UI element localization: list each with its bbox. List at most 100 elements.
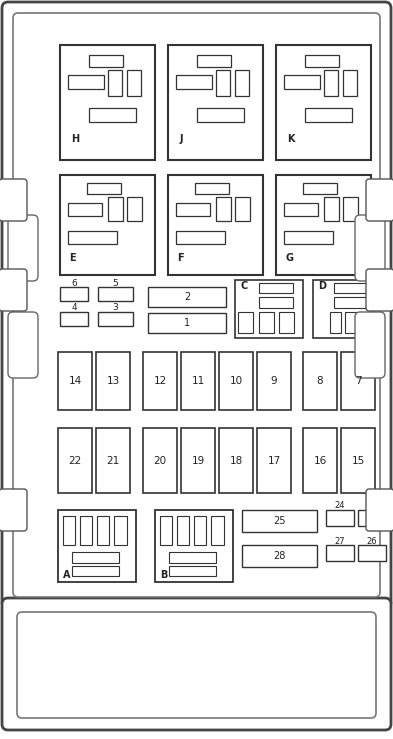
Bar	[259, 283, 293, 293]
Bar	[72, 566, 119, 576]
Bar	[235, 197, 250, 221]
Bar	[323, 70, 338, 95]
Text: 9: 9	[271, 376, 277, 386]
Bar	[326, 510, 354, 526]
Bar	[345, 313, 356, 333]
Bar	[88, 108, 136, 122]
Bar	[176, 203, 210, 216]
Bar	[148, 287, 226, 307]
Text: 23: 23	[367, 502, 377, 511]
Bar	[96, 428, 130, 493]
Bar	[148, 313, 226, 333]
Bar	[235, 70, 249, 95]
Bar	[68, 231, 117, 244]
Bar	[72, 552, 119, 563]
Bar	[239, 313, 253, 333]
Text: 22: 22	[68, 455, 82, 466]
Bar	[358, 510, 386, 526]
Bar	[334, 283, 369, 293]
Text: 21: 21	[107, 455, 119, 466]
Bar	[60, 175, 155, 275]
Bar	[60, 312, 88, 326]
Bar	[160, 516, 172, 545]
Bar	[68, 75, 104, 89]
Bar	[219, 352, 253, 410]
Text: 14: 14	[68, 376, 82, 386]
Bar	[305, 108, 352, 122]
Bar	[68, 203, 102, 216]
Bar	[257, 352, 291, 410]
FancyBboxPatch shape	[0, 489, 27, 531]
Bar	[242, 510, 317, 532]
Bar	[108, 197, 123, 221]
Text: 24: 24	[335, 502, 345, 511]
Bar	[108, 70, 122, 95]
Bar	[196, 108, 244, 122]
Bar	[168, 175, 263, 275]
Bar	[303, 183, 337, 194]
Bar	[97, 516, 110, 545]
Text: 11: 11	[191, 376, 205, 386]
Bar	[326, 545, 354, 561]
Text: 3: 3	[113, 304, 118, 313]
FancyBboxPatch shape	[366, 179, 393, 221]
Bar	[181, 428, 215, 493]
Bar	[235, 280, 303, 338]
Bar	[60, 45, 155, 160]
FancyBboxPatch shape	[17, 612, 376, 718]
Bar	[284, 75, 320, 89]
Bar	[284, 231, 333, 244]
Bar	[341, 428, 375, 493]
Bar	[257, 428, 291, 493]
Text: B: B	[160, 570, 167, 580]
Bar	[211, 516, 224, 545]
Text: 4: 4	[71, 304, 77, 313]
Bar	[127, 197, 142, 221]
FancyBboxPatch shape	[13, 13, 380, 597]
Text: 12: 12	[153, 376, 167, 386]
Bar	[62, 516, 75, 545]
Bar	[341, 352, 375, 410]
Bar	[155, 510, 233, 582]
Bar	[194, 516, 206, 545]
Bar	[284, 203, 318, 216]
Bar	[276, 45, 371, 160]
FancyBboxPatch shape	[366, 489, 393, 531]
Bar	[305, 55, 339, 67]
Bar	[169, 552, 216, 563]
Bar	[143, 428, 177, 493]
Text: E: E	[70, 253, 76, 263]
Text: G: G	[285, 253, 294, 263]
Text: 18: 18	[230, 455, 242, 466]
Text: 19: 19	[191, 455, 205, 466]
Bar	[276, 175, 371, 275]
Bar	[181, 352, 215, 410]
Bar	[177, 516, 189, 545]
Text: 7: 7	[355, 376, 361, 386]
Bar	[259, 297, 293, 308]
FancyBboxPatch shape	[355, 215, 385, 281]
Bar	[98, 312, 133, 326]
FancyBboxPatch shape	[355, 312, 385, 378]
Bar	[176, 75, 212, 89]
Bar	[169, 566, 216, 576]
FancyBboxPatch shape	[366, 269, 393, 311]
Text: J: J	[179, 134, 183, 144]
Text: 16: 16	[313, 455, 327, 466]
Bar	[176, 231, 225, 244]
Text: H: H	[72, 134, 79, 144]
Text: 25: 25	[273, 516, 286, 526]
FancyBboxPatch shape	[8, 215, 38, 281]
Bar	[114, 516, 127, 545]
Bar	[58, 510, 136, 582]
Bar	[168, 45, 263, 160]
Bar	[323, 197, 339, 221]
Bar	[143, 352, 177, 410]
Text: 10: 10	[230, 376, 242, 386]
Bar	[259, 313, 274, 333]
Bar	[313, 280, 373, 338]
Text: 27: 27	[335, 537, 345, 545]
Text: 28: 28	[273, 551, 286, 561]
Bar	[127, 70, 141, 95]
Bar	[334, 297, 369, 308]
